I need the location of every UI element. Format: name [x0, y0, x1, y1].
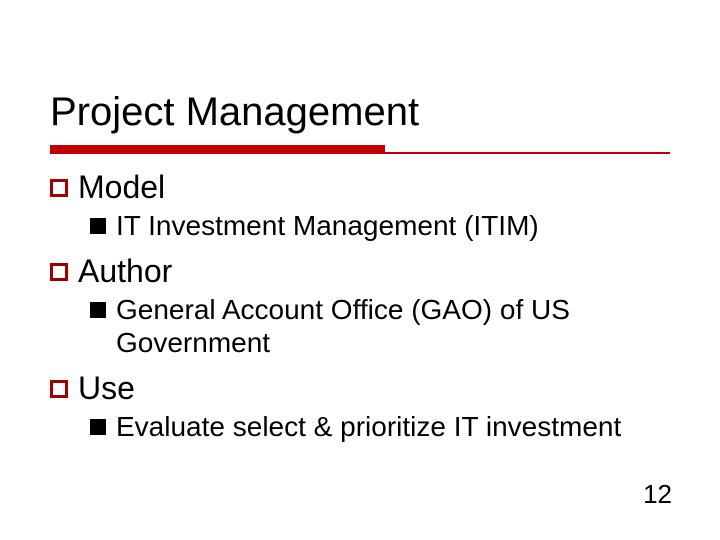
list-item-label: Author: [78, 253, 670, 290]
list-subitem-label: General Account Office (GAO) of US Gover…: [116, 293, 670, 360]
open-square-bullet-icon: [50, 263, 68, 281]
solid-square-bullet-icon: [90, 218, 106, 234]
list-item: Author: [50, 253, 670, 290]
list-item-label: Model: [78, 169, 670, 206]
page-number: 12: [643, 479, 672, 510]
solid-square-bullet-icon: [90, 302, 106, 318]
slide-title: Project Management: [50, 90, 670, 135]
list-subitem: IT Investment Management (ITIM): [90, 209, 670, 243]
title-rule-thick: [50, 145, 385, 152]
open-square-bullet-icon: [50, 380, 68, 398]
slide: Project Management Model IT Investment M…: [0, 0, 720, 540]
title-rule-thin: [50, 152, 670, 154]
solid-square-bullet-icon: [90, 419, 106, 435]
list-subitem: Evaluate select & prioritize IT investme…: [90, 410, 670, 444]
list-subitem-label: IT Investment Management (ITIM): [116, 209, 670, 243]
list-item: Model: [50, 169, 670, 206]
list-item-label: Use: [78, 370, 670, 407]
list-subitem: General Account Office (GAO) of US Gover…: [90, 293, 670, 360]
list-subitem-label: Evaluate select & prioritize IT investme…: [116, 410, 670, 444]
open-square-bullet-icon: [50, 179, 68, 197]
list-item: Use: [50, 370, 670, 407]
